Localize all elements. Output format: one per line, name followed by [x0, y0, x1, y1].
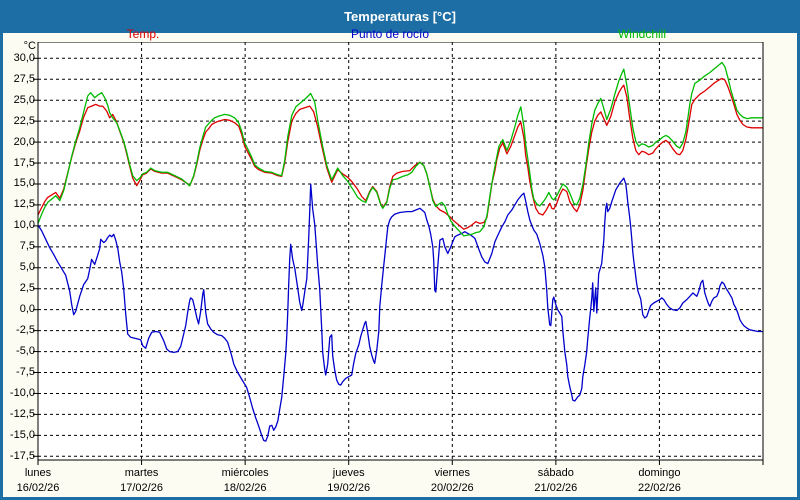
windchill-line [37, 61, 763, 237]
chart-svg [33, 42, 764, 465]
y-tick-label: 25,0 [13, 93, 35, 106]
y-tick-label: 12,5 [13, 198, 35, 211]
y-tick-label: -10,0 [9, 386, 35, 399]
x-tick-weekday: viernes [434, 467, 471, 479]
x-tick-date: 18/02/26 [223, 482, 267, 494]
x-tick-date: 19/02/26 [327, 482, 371, 494]
y-tick-label: 2,5 [19, 282, 35, 295]
x-tick-date: 17/02/26 [120, 482, 163, 494]
x-tick-date: 16/02/26 [16, 482, 60, 494]
legend-temp: Temp. [126, 27, 160, 41]
y-tick-label: -17,5 [9, 449, 35, 462]
x-tick-weekday: miércoles [221, 467, 269, 479]
y-tick-label: 27,5 [13, 72, 35, 85]
y-tick-label: 10,0 [13, 219, 35, 232]
y-tick-label: -2,5 [16, 324, 35, 337]
y-tick-label: 15,0 [13, 177, 35, 190]
y-tick-label: -7,5 [16, 366, 35, 378]
y-tick-label: -15,0 [9, 428, 35, 441]
y-axis-unit-label: °C [23, 40, 36, 52]
page-title: Temperaturas [°C] [344, 9, 456, 24]
plot-border [37, 42, 764, 461]
x-tick-weekday: domingo [638, 467, 681, 479]
y-tick-label: -5,0 [16, 345, 35, 358]
y-tick-label: 30,0 [13, 51, 35, 64]
x-tick-weekday: jueves [332, 467, 365, 479]
x-tick-date: 21/02/26 [534, 482, 578, 494]
title-bar: Temperaturas [°C] [0, 0, 800, 33]
y-tick-label: 7,5 [19, 240, 35, 253]
y-tick-label: 5,0 [19, 261, 35, 274]
y-tick-label: 20,0 [13, 135, 35, 148]
dewpoint-line [37, 177, 763, 442]
legend-dewpoint: Punto de rocío [350, 27, 430, 41]
x-tick-date: 22/02/26 [638, 482, 681, 494]
x-tick-date: 20/02/26 [430, 482, 474, 494]
y-tick-label: 22,5 [13, 114, 35, 127]
y-tick-label: 17,5 [13, 156, 35, 169]
x-tick-weekday: lunes [24, 467, 52, 479]
x-tick-weekday: martes [124, 467, 159, 479]
y-tick-label: -12,5 [9, 407, 35, 420]
y-tick-label: 0,0 [19, 303, 35, 316]
legend-windchill: Windchill [617, 27, 666, 41]
x-tick-weekday: sábado [537, 467, 574, 479]
